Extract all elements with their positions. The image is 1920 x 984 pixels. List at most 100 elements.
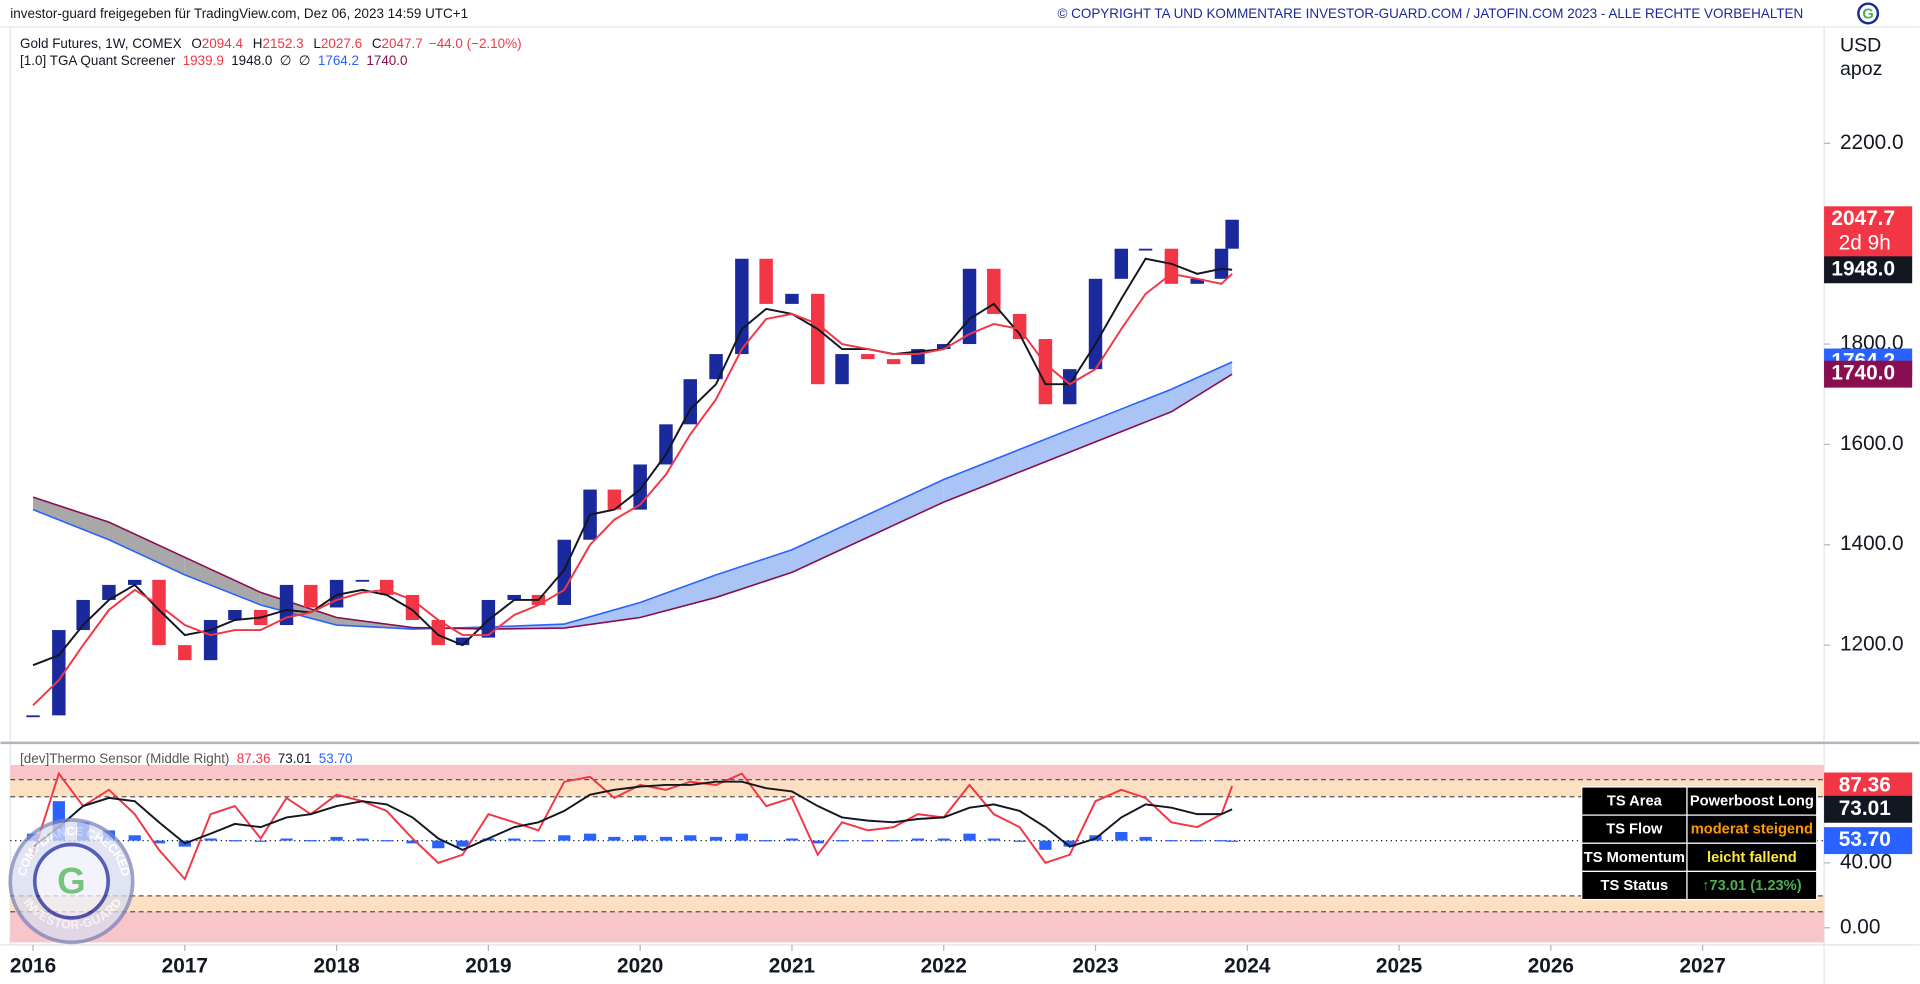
candle [1190,278,1204,284]
table-value: leicht fallend [1707,850,1797,866]
histogram-bar [659,836,673,841]
lower-warm-zone [10,895,1825,912]
candle [683,379,697,425]
band-fill [943,449,1020,503]
histogram-bar [204,838,217,841]
histogram-bar [330,836,343,841]
candle [811,293,825,385]
y-tick-label: 1200.0 [1840,633,1904,656]
table-value: ↑73.01 (1.23%) [1702,878,1802,894]
x-tick-label: 2022 [921,954,967,977]
candle [1038,339,1053,405]
upper-zone [10,764,1825,780]
candle [962,268,977,345]
band-fill [564,602,641,629]
histogram-bar [684,835,697,841]
candle [178,645,192,661]
candle [1088,278,1103,370]
histogram-bar [558,835,571,841]
histogram-bar [228,840,242,842]
candle [709,354,723,380]
y-tick-label: 1400.0 [1840,532,1904,555]
table-value: moderat steigend [1691,822,1813,838]
candle [507,594,521,600]
ohlc-key: L [313,36,321,51]
x-tick-label: 2021 [769,954,815,977]
band-fill [260,592,337,626]
candle [633,464,647,510]
legend-symbol: Gold Futures, 1W, COMEX O2094.4 H2152.3 L20… [20,36,522,51]
candle [735,258,749,355]
candle [557,539,572,605]
price-label: 2047.7 [1831,207,1895,230]
candle [861,354,875,360]
change: −44.0 (−2.10%) [429,36,522,51]
series-line [32,771,1234,881]
histogram-bar [735,833,748,841]
header-left: investor-guard freigegeben für TradingVi… [10,6,468,21]
histogram-bar [406,840,419,844]
indicator-legend: [dev]Thermo Sensor (Middle Right) 87.36 73… [20,750,352,765]
band-line [32,361,1233,630]
x-tick-label: 2026 [1528,954,1574,977]
ohlc-key: C [372,36,382,51]
table-value-cell [1686,870,1818,901]
price-label-box [1824,256,1913,284]
x-tick-label: 2016 [10,954,56,977]
value-label-box [1824,772,1913,800]
histogram-bar [1225,840,1239,842]
upper-warm-zone [10,779,1825,797]
table-key: TS Momentum [1584,850,1685,866]
histogram-bar [583,833,597,841]
overlay-name: [1.0] TGA Quant Screener [20,53,176,68]
candle [279,584,294,626]
histogram-bar [887,840,900,842]
legend-overlay: [1.0] TGA Quant Screener 1939.9 1948.0 ∅ ∅ 17… [20,53,407,68]
histogram-bar [254,840,267,842]
price-label: 1740.0 [1831,362,1895,385]
table-key: TS Flow [1606,822,1663,838]
candle [455,637,470,646]
candle [127,579,142,585]
histogram-bar [634,835,647,841]
band-fill [1019,419,1096,472]
x-tick-label: 2018 [313,954,359,977]
badge-core [32,842,111,920]
histogram-bar [128,835,141,841]
histogram-bar [532,840,545,842]
overlay-value: 1740.0 [366,53,407,68]
series-line [32,257,1233,667]
histogram-bar [380,840,393,842]
overlay-value: 1948.0 [231,53,272,68]
histogram-bar [1191,840,1204,842]
histogram-bar [811,840,824,844]
candle [431,620,446,646]
histogram-bar [1039,840,1052,850]
x-tick-label: 2020 [617,954,663,977]
candle [1138,248,1153,251]
candle [1062,369,1077,405]
currency: USD [1840,35,1881,57]
band-fill [33,497,109,540]
band-fill [716,549,792,598]
histogram-bar [1165,840,1178,842]
price-label-sub: 2d 9h [1839,232,1891,255]
series-line [32,780,1233,851]
band-fill [1095,389,1172,442]
ohlc-key: O [191,36,201,51]
table-key: TS Status [1601,878,1669,894]
band-line [32,373,1233,630]
indicator-value: 53.70 [319,750,353,765]
x-tick-label: 2025 [1376,954,1422,977]
candle [886,359,901,365]
overlay-value: 1764.2 [318,53,359,68]
histogram-bar [508,838,521,841]
table-value-cell [1686,786,1818,816]
value-label-box [1824,827,1913,855]
band-fill [1171,362,1233,412]
histogram-bar [304,840,317,842]
table-value-cell [1686,814,1818,844]
histogram-bar [1215,840,1228,842]
histogram-bar [456,840,469,847]
